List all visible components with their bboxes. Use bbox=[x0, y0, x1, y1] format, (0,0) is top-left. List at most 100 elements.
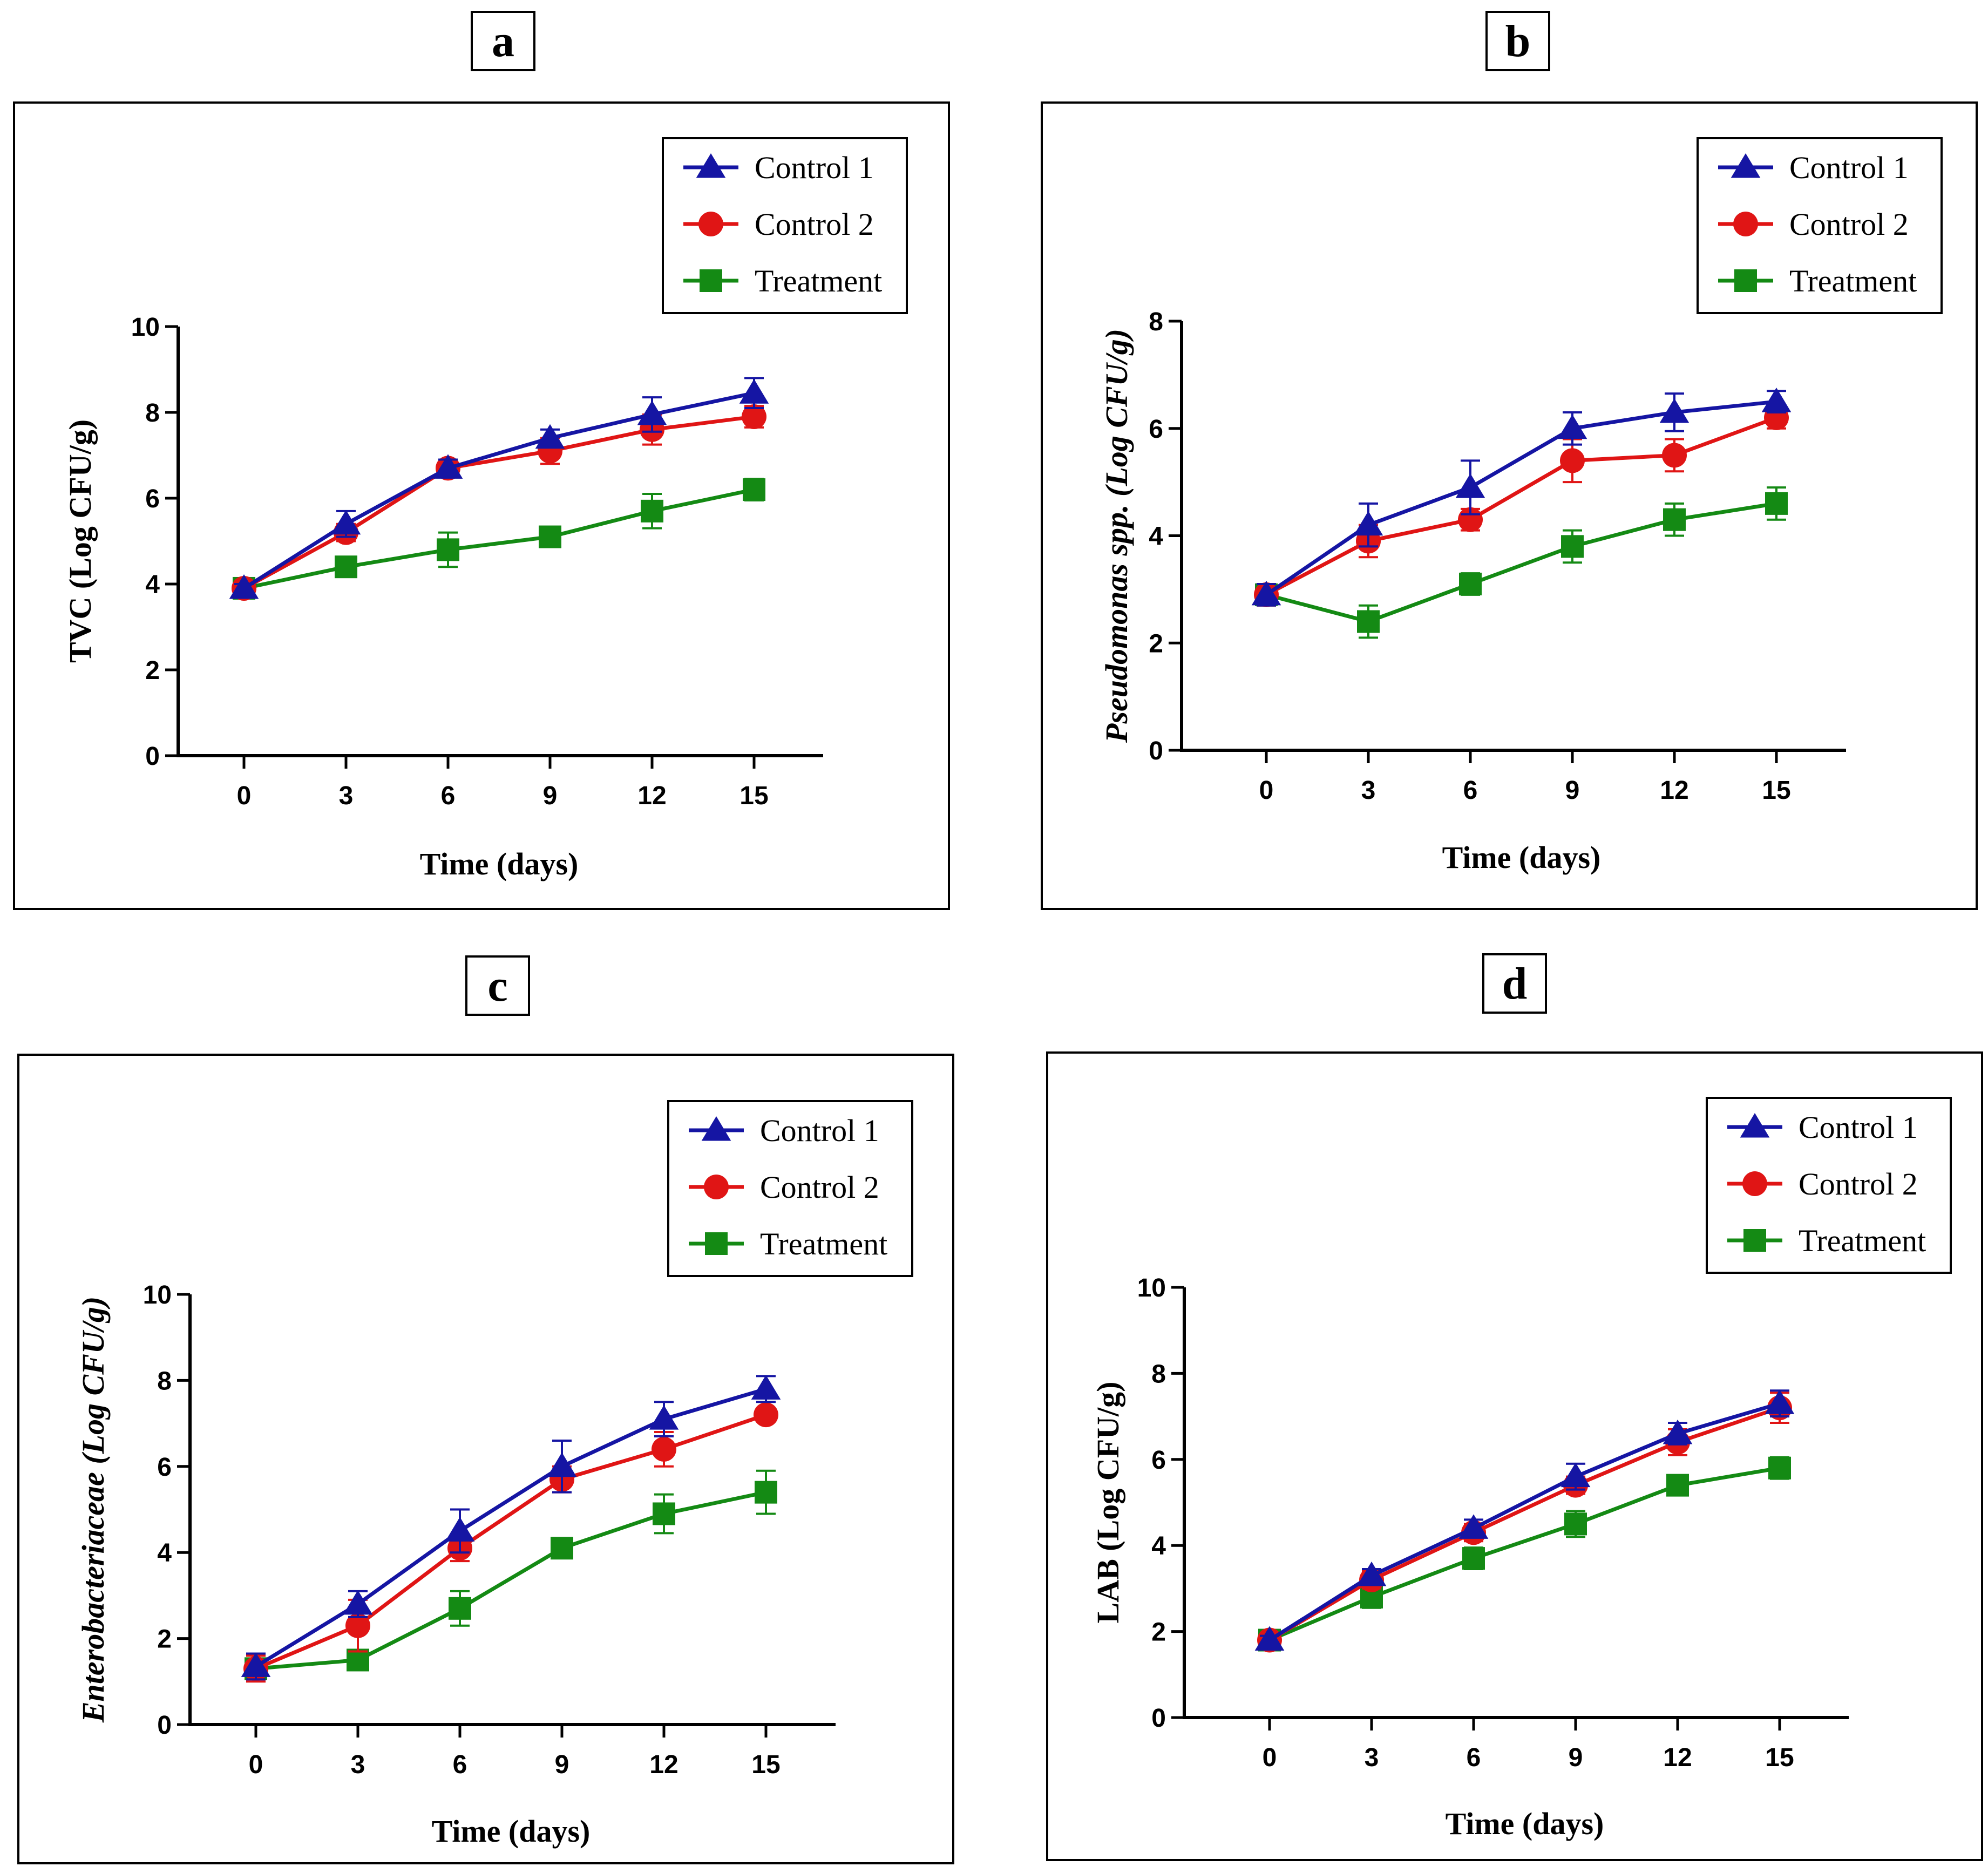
x-tick-label: 9 bbox=[1569, 1743, 1583, 1772]
data-point bbox=[1455, 473, 1485, 498]
legend-marker bbox=[705, 1232, 728, 1255]
data-point bbox=[1557, 414, 1587, 439]
y-axis-label: Enterobacteriaceae (Log CFU/g) bbox=[76, 1297, 111, 1723]
x-tick-label: 3 bbox=[351, 1750, 365, 1779]
series-line bbox=[1268, 1401, 1780, 1642]
legend-marker bbox=[1742, 1171, 1767, 1196]
series-line bbox=[1265, 399, 1777, 596]
panel-letter-d: d bbox=[1482, 953, 1547, 1014]
legend-label: Control 1 bbox=[755, 150, 874, 185]
data-point bbox=[742, 404, 766, 429]
data-point bbox=[229, 574, 259, 599]
x-tick-label: 6 bbox=[441, 782, 456, 810]
series-line bbox=[1265, 416, 1777, 596]
x-tick-label: 6 bbox=[1463, 776, 1478, 805]
data-point bbox=[1458, 1514, 1489, 1539]
y-axis-label: LAB (Log CFU/g) bbox=[1090, 1382, 1125, 1624]
legend: Control 1 Control 2 Treatment bbox=[662, 137, 908, 314]
data-point bbox=[241, 1652, 271, 1677]
legend-label: Control 1 bbox=[1789, 150, 1909, 185]
data-point bbox=[1765, 492, 1788, 515]
legend-marker bbox=[700, 269, 722, 292]
data-point bbox=[1662, 443, 1687, 468]
data-point bbox=[449, 1597, 471, 1620]
data-point bbox=[751, 1375, 781, 1400]
data-point bbox=[1564, 1512, 1587, 1536]
data-point bbox=[754, 1402, 778, 1428]
x-tick-label: 12 bbox=[649, 1750, 678, 1779]
data-point bbox=[743, 478, 765, 501]
x-axis-label: Time (days) bbox=[432, 1814, 591, 1849]
series-line bbox=[255, 1490, 766, 1671]
data-point bbox=[1560, 448, 1585, 473]
y-tick-label: 2 bbox=[1151, 1618, 1166, 1647]
y-tick-label: 10 bbox=[143, 1281, 172, 1309]
y-tick-label: 6 bbox=[157, 1453, 172, 1482]
data-point bbox=[331, 510, 361, 535]
x-tick-label: 12 bbox=[1660, 776, 1688, 805]
data-point bbox=[755, 1481, 777, 1504]
data-point bbox=[649, 1405, 679, 1430]
series-line bbox=[255, 1387, 766, 1668]
series-treatment bbox=[1255, 486, 1788, 639]
legend-label: Control 1 bbox=[760, 1113, 879, 1148]
data-point bbox=[1353, 511, 1383, 536]
x-tick-label: 15 bbox=[751, 1750, 780, 1779]
y-tick-label: 6 bbox=[1149, 415, 1163, 444]
series-line bbox=[255, 1413, 767, 1671]
data-point bbox=[547, 1452, 577, 1477]
y-tick-label: 0 bbox=[145, 742, 160, 771]
data-point bbox=[345, 1613, 370, 1638]
legend-marker bbox=[704, 1175, 729, 1199]
x-tick-label: 12 bbox=[1663, 1743, 1692, 1772]
series-treatment bbox=[1258, 1456, 1791, 1652]
legend-marker bbox=[1733, 212, 1758, 236]
data-point bbox=[433, 454, 463, 479]
data-point bbox=[343, 1590, 373, 1615]
data-point bbox=[1663, 508, 1686, 531]
data-point bbox=[1765, 1389, 1795, 1414]
x-axis-label: Time (days) bbox=[1446, 1806, 1604, 1841]
series-control-1 bbox=[1254, 1389, 1795, 1651]
legend-marker bbox=[1740, 1113, 1770, 1138]
x-tick-label: 0 bbox=[237, 782, 252, 810]
x-tick-label: 3 bbox=[1365, 1743, 1379, 1772]
series-control-1 bbox=[1251, 388, 1792, 607]
y-tick-label: 0 bbox=[1149, 737, 1163, 765]
chart-c: 0 2 4 6 8 10 0 3 6 9 12 15 Time (days) Enterobacteria… bbox=[76, 1100, 913, 1849]
series-line bbox=[243, 487, 755, 591]
data-point bbox=[445, 1517, 475, 1542]
panel-letter-b: b bbox=[1485, 11, 1550, 71]
series-line bbox=[1268, 1406, 1781, 1642]
legend: Control 1 Control 2 Treatment bbox=[1697, 137, 1943, 314]
data-point bbox=[1560, 1462, 1591, 1488]
data-point bbox=[1251, 580, 1281, 606]
panel-letter-c: c bbox=[465, 955, 530, 1016]
data-point bbox=[1357, 610, 1380, 633]
x-tick-label: 15 bbox=[1765, 1743, 1794, 1772]
legend-marker bbox=[698, 212, 723, 236]
data-point bbox=[1459, 572, 1482, 595]
y-tick-label: 6 bbox=[145, 485, 160, 513]
x-axis-label: Time (days) bbox=[1442, 840, 1601, 875]
series-control-2 bbox=[1254, 405, 1789, 607]
y-tick-label: 8 bbox=[1151, 1360, 1166, 1388]
x-tick-label: 0 bbox=[249, 1750, 263, 1779]
y-tick-label: 10 bbox=[131, 313, 160, 342]
legend: Control 1 Control 2 Treatment bbox=[667, 1100, 913, 1277]
data-point bbox=[1462, 1547, 1485, 1570]
data-point bbox=[739, 379, 769, 404]
y-tick-label: 8 bbox=[1149, 308, 1163, 336]
data-point bbox=[1768, 1456, 1791, 1480]
x-tick-label: 12 bbox=[637, 782, 666, 810]
y-tick-label: 4 bbox=[145, 571, 160, 599]
data-point bbox=[437, 538, 459, 561]
series-control-2 bbox=[243, 1402, 778, 1683]
series-treatment bbox=[233, 478, 765, 600]
x-tick-label: 9 bbox=[543, 782, 558, 810]
legend-marker bbox=[696, 153, 726, 178]
legend-label: Control 2 bbox=[1799, 1166, 1918, 1202]
series-line bbox=[1266, 501, 1777, 623]
data-point bbox=[1659, 398, 1690, 423]
